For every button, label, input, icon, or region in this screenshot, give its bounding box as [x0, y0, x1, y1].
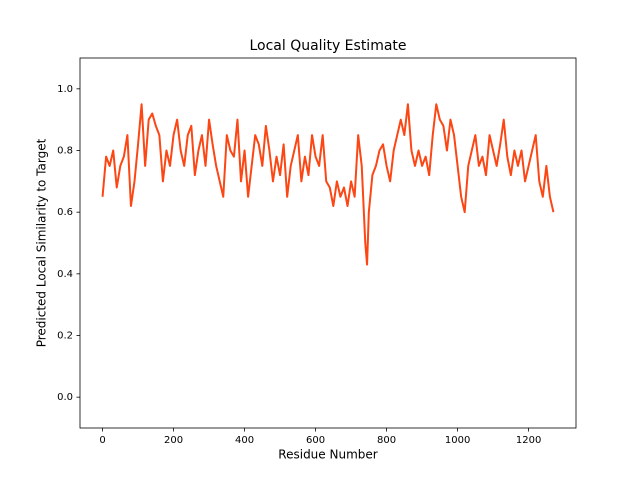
x-tick-label: 1000	[445, 435, 470, 446]
y-tick-label: 0.4	[57, 269, 73, 280]
x-tick-label: 200	[164, 435, 183, 446]
y-tick-label: 0.8	[57, 146, 73, 157]
x-tick-label: 600	[306, 435, 325, 446]
plot-frame	[79, 57, 577, 429]
x-tick-label: 1200	[516, 435, 541, 446]
y-tick-label: 0.2	[57, 331, 73, 342]
data-line	[101, 103, 555, 266]
x-axis-label: Residue Number	[278, 448, 377, 462]
chart-title: Local Quality Estimate	[249, 38, 406, 54]
x-tick-label: 800	[377, 435, 396, 446]
y-axis-label: Predicted Local Similarity to Target	[35, 138, 49, 347]
x-tick-label: 400	[235, 435, 254, 446]
x-tick-label: 0	[99, 435, 105, 446]
y-tick-label: 1.0	[57, 84, 73, 95]
y-tick-label: 0.6	[57, 207, 73, 218]
y-tick-label: 0.0	[57, 392, 73, 403]
